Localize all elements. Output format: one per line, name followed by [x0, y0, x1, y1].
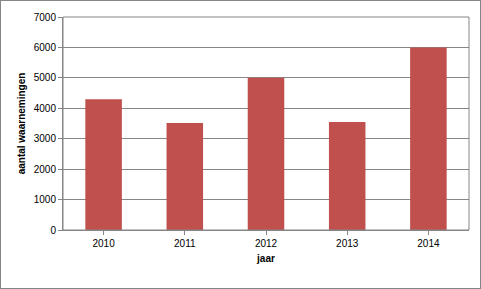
svg-text:0: 0	[50, 225, 56, 236]
svg-text:aantal waarnemingen: aantal waarnemingen	[16, 73, 27, 175]
svg-text:7000: 7000	[34, 12, 57, 23]
svg-text:4000: 4000	[34, 103, 57, 114]
svg-text:jaar: jaar	[256, 253, 275, 264]
svg-text:2010: 2010	[92, 238, 115, 249]
svg-text:6000: 6000	[34, 42, 57, 53]
svg-text:2013: 2013	[336, 238, 359, 249]
svg-text:1000: 1000	[34, 194, 57, 205]
svg-text:2014: 2014	[417, 238, 440, 249]
svg-text:2012: 2012	[255, 238, 278, 249]
svg-text:2011: 2011	[174, 238, 196, 249]
svg-text:5000: 5000	[34, 72, 57, 83]
svg-text:2000: 2000	[34, 164, 57, 175]
svg-text:3000: 3000	[34, 133, 57, 144]
